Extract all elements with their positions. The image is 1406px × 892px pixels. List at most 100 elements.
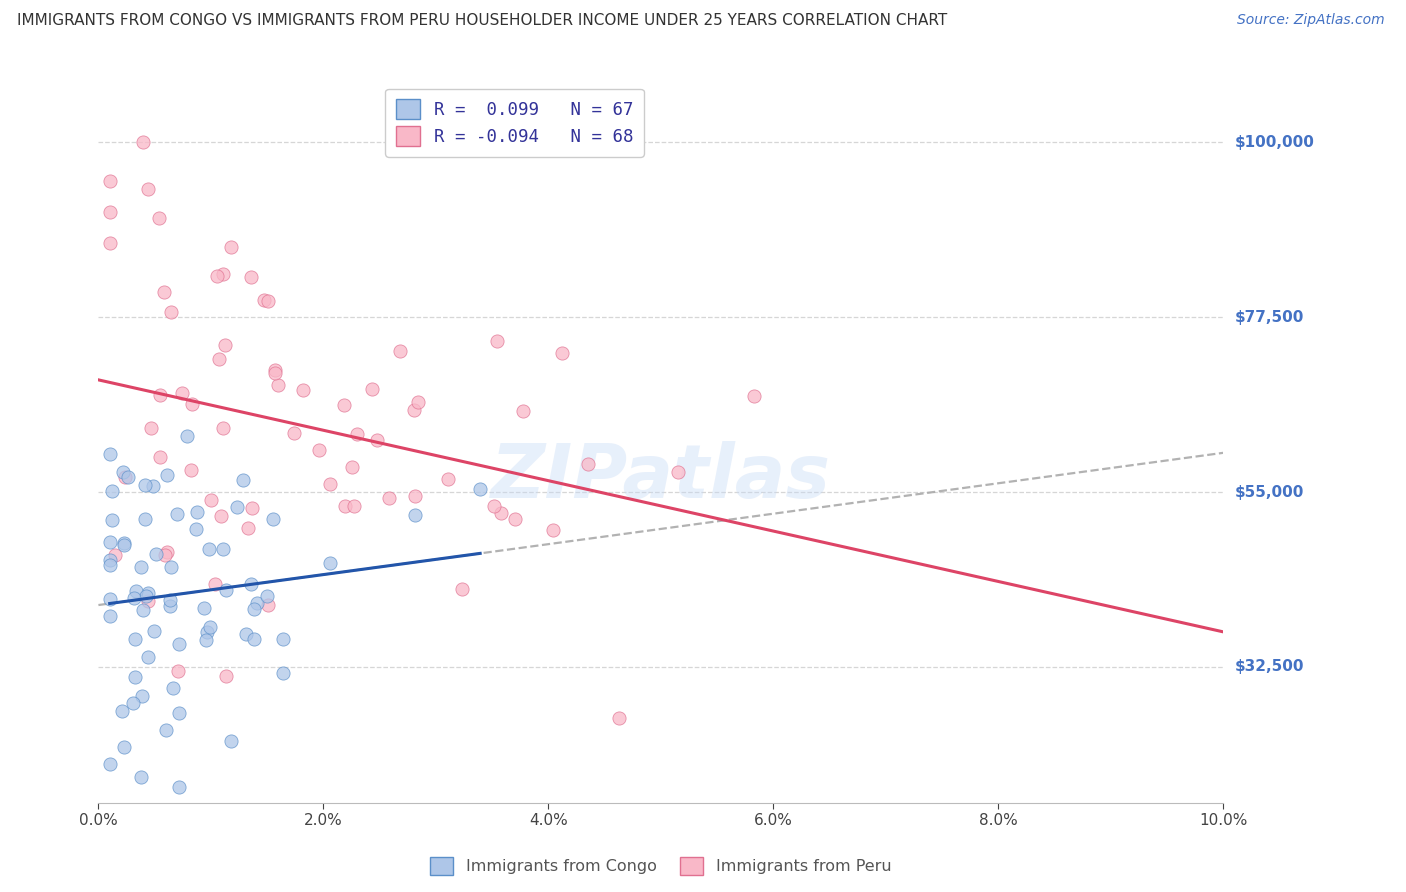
Text: Source: ZipAtlas.com: Source: ZipAtlas.com xyxy=(1237,13,1385,28)
Point xyxy=(219,734,242,748)
Point xyxy=(256,293,278,308)
Point xyxy=(211,268,233,282)
Point xyxy=(207,268,229,283)
Point xyxy=(240,270,263,285)
Point xyxy=(240,501,263,516)
Point xyxy=(404,508,426,523)
Point xyxy=(167,706,190,720)
Point xyxy=(204,577,226,591)
Point xyxy=(209,508,232,523)
Point xyxy=(155,723,177,737)
Point xyxy=(98,205,121,219)
Legend: Immigrants from Congo, Immigrants from Peru: Immigrants from Congo, Immigrants from P… xyxy=(425,851,897,882)
Point xyxy=(153,548,176,562)
Point xyxy=(271,665,294,680)
Point xyxy=(124,591,146,606)
Point xyxy=(267,377,290,392)
Point xyxy=(167,636,190,650)
Point xyxy=(124,632,146,646)
Point xyxy=(333,500,356,514)
Point xyxy=(98,535,121,549)
Point xyxy=(149,450,172,465)
Point xyxy=(482,499,505,513)
Point xyxy=(159,305,181,319)
Point xyxy=(149,388,172,402)
Point xyxy=(132,136,155,150)
Point xyxy=(134,512,156,526)
Point xyxy=(240,577,263,591)
Point xyxy=(129,560,152,574)
Point xyxy=(212,420,235,434)
Point xyxy=(139,421,162,435)
Point xyxy=(264,367,287,381)
Point xyxy=(408,394,430,409)
Point xyxy=(742,389,765,403)
Point xyxy=(232,473,254,487)
Point xyxy=(200,492,222,507)
Point xyxy=(361,382,384,396)
Point xyxy=(389,344,412,359)
Point xyxy=(160,560,183,574)
Point xyxy=(129,770,152,784)
Point xyxy=(252,293,274,307)
Point xyxy=(404,489,426,503)
Point xyxy=(98,756,121,771)
Point xyxy=(197,541,219,556)
Point xyxy=(111,704,134,718)
Point xyxy=(292,383,315,397)
Point xyxy=(114,469,136,483)
Point xyxy=(112,465,135,479)
Point xyxy=(437,472,460,486)
Point xyxy=(186,522,208,536)
Point xyxy=(142,479,165,493)
Text: IMMIGRANTS FROM CONGO VS IMMIGRANTS FROM PERU HOUSEHOLDER INCOME UNDER 25 YEARS : IMMIGRANTS FROM CONGO VS IMMIGRANTS FROM… xyxy=(17,13,948,29)
Point xyxy=(214,338,236,352)
Point xyxy=(193,600,215,615)
Point xyxy=(167,780,190,795)
Point xyxy=(470,482,492,496)
Point xyxy=(264,363,287,377)
Point xyxy=(226,500,249,514)
Text: $32,500: $32,500 xyxy=(1234,659,1303,674)
Point xyxy=(181,397,204,411)
Text: ZIPatlas: ZIPatlas xyxy=(491,442,831,514)
Point xyxy=(159,592,181,607)
Point xyxy=(112,535,135,549)
Point xyxy=(243,601,266,615)
Point xyxy=(214,669,236,683)
Point xyxy=(607,711,630,725)
Point xyxy=(148,211,170,225)
Point xyxy=(273,632,295,646)
Point xyxy=(98,446,121,460)
Point xyxy=(195,624,218,639)
Point xyxy=(153,285,176,299)
Point xyxy=(238,521,260,535)
Point xyxy=(215,582,238,597)
Point xyxy=(170,385,193,400)
Point xyxy=(319,476,342,491)
Point xyxy=(134,478,156,492)
Point xyxy=(138,586,160,600)
Point xyxy=(166,664,188,678)
Point xyxy=(186,505,208,519)
Point xyxy=(343,499,366,513)
Point xyxy=(245,596,267,610)
Point xyxy=(404,403,426,417)
Point xyxy=(512,404,534,418)
Point xyxy=(262,511,284,525)
Point xyxy=(104,549,127,563)
Text: $55,000: $55,000 xyxy=(1234,484,1303,500)
Point xyxy=(485,334,508,348)
Point xyxy=(256,589,278,603)
Point xyxy=(195,633,218,648)
Point xyxy=(541,524,564,538)
Point xyxy=(122,696,145,710)
Point xyxy=(112,538,135,552)
Point xyxy=(98,609,121,624)
Point xyxy=(136,649,159,664)
Point xyxy=(162,681,184,695)
Point xyxy=(98,174,121,188)
Point xyxy=(101,513,124,527)
Point xyxy=(333,398,356,412)
Point xyxy=(166,507,188,521)
